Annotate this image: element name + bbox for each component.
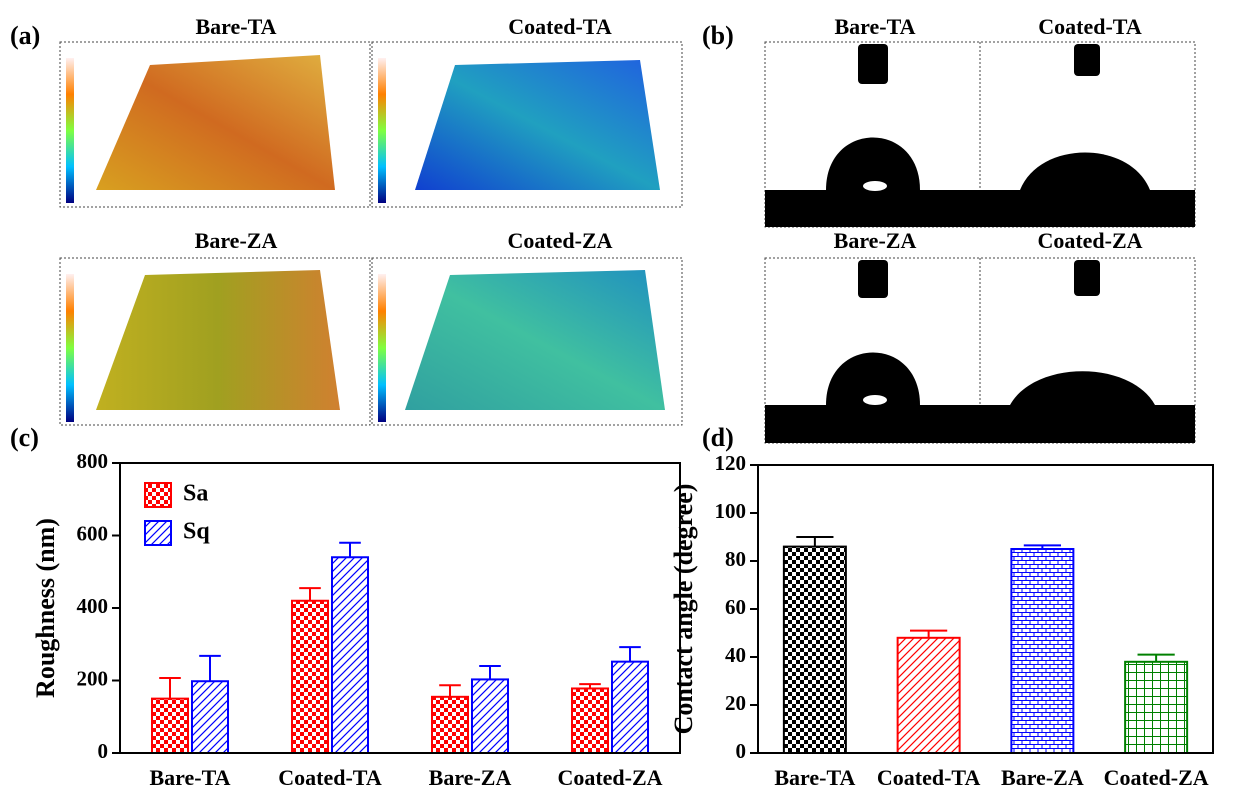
x-tick-label: Coated-TA (877, 765, 981, 790)
droplet (1020, 152, 1150, 190)
needle (1074, 260, 1100, 296)
panel-label: (b) (702, 21, 734, 50)
x-tick-label: Bare-ZA (429, 765, 512, 790)
bar (151, 697, 189, 754)
bar (1124, 660, 1189, 754)
droplet (826, 352, 920, 405)
colorbar (66, 274, 74, 422)
bar (331, 556, 369, 754)
surface (415, 60, 660, 190)
colorbar (378, 274, 386, 422)
x-tick-label: Coated-ZA (1104, 765, 1209, 790)
bar (611, 660, 649, 755)
image-title: Bare-ZA (195, 228, 278, 253)
panel-label: (c) (10, 423, 39, 452)
y-tick-label: 60 (725, 595, 746, 619)
reflection (863, 181, 887, 191)
bar (571, 687, 609, 754)
needle (858, 44, 888, 84)
image-frame (59, 257, 371, 426)
x-tick-label: Bare-TA (774, 765, 855, 790)
x-tick-label: Bare-TA (149, 765, 230, 790)
image-frame (59, 41, 371, 208)
image-title: Coated-TA (1038, 14, 1142, 39)
needle (858, 260, 888, 298)
y-tick-label: 100 (715, 499, 747, 523)
surface (96, 55, 335, 190)
bar (782, 545, 847, 754)
colorbar (66, 58, 74, 203)
colorbar (378, 58, 386, 203)
surfaces (66, 55, 665, 422)
image-frame (371, 257, 683, 426)
legend-label: Sq (183, 519, 210, 545)
surface (96, 270, 340, 410)
y-tick-label: 0 (736, 739, 747, 763)
legend-swatch (144, 520, 172, 546)
bar (471, 678, 509, 754)
x-tick-label: Coated-ZA (557, 765, 662, 790)
image-title: Coated-ZA (507, 228, 612, 253)
y-tick-label: 600 (77, 521, 109, 545)
panel-label: (d) (702, 423, 734, 452)
axes-frame (757, 464, 1214, 754)
bar (1010, 548, 1075, 754)
surface-images (59, 41, 683, 426)
surface (405, 270, 665, 410)
y-tick-label: 200 (77, 666, 109, 690)
y-tick-label: 20 (725, 691, 746, 715)
panel-label: (a) (10, 21, 40, 50)
y-tick-label: 80 (725, 547, 746, 571)
image-title: Coated-TA (508, 14, 612, 39)
image-frame (371, 41, 683, 208)
y-tick-label: 800 (77, 449, 109, 473)
droplet-images (764, 41, 1196, 444)
reflection (863, 395, 887, 405)
y-axis-label: Roughness (nm) (31, 518, 60, 698)
bar (291, 599, 329, 754)
image-title: Coated-ZA (1037, 228, 1142, 253)
droplet (1010, 371, 1155, 405)
y-tick-label: 400 (77, 594, 109, 618)
axes-frame (119, 462, 681, 754)
image-title: Bare-ZA (834, 228, 917, 253)
x-tick-label: Bare-ZA (1001, 765, 1084, 790)
image-title: Bare-TA (195, 14, 276, 39)
bar (191, 680, 229, 754)
x-tick-label: Coated-TA (278, 765, 382, 790)
needle (1074, 44, 1100, 76)
bar (431, 695, 469, 754)
droplet (826, 137, 920, 190)
y-tick-label: 40 (725, 643, 746, 667)
y-axis-label: Contact angle (degree) (669, 484, 698, 735)
image-title: Bare-TA (834, 14, 915, 39)
substrate (765, 190, 1195, 227)
legend-label: Sa (183, 481, 208, 507)
y-tick-label: 120 (715, 451, 747, 475)
bar (896, 636, 961, 754)
legend-swatch (144, 482, 172, 508)
substrate (765, 405, 1195, 443)
y-tick-label: 0 (98, 739, 109, 763)
